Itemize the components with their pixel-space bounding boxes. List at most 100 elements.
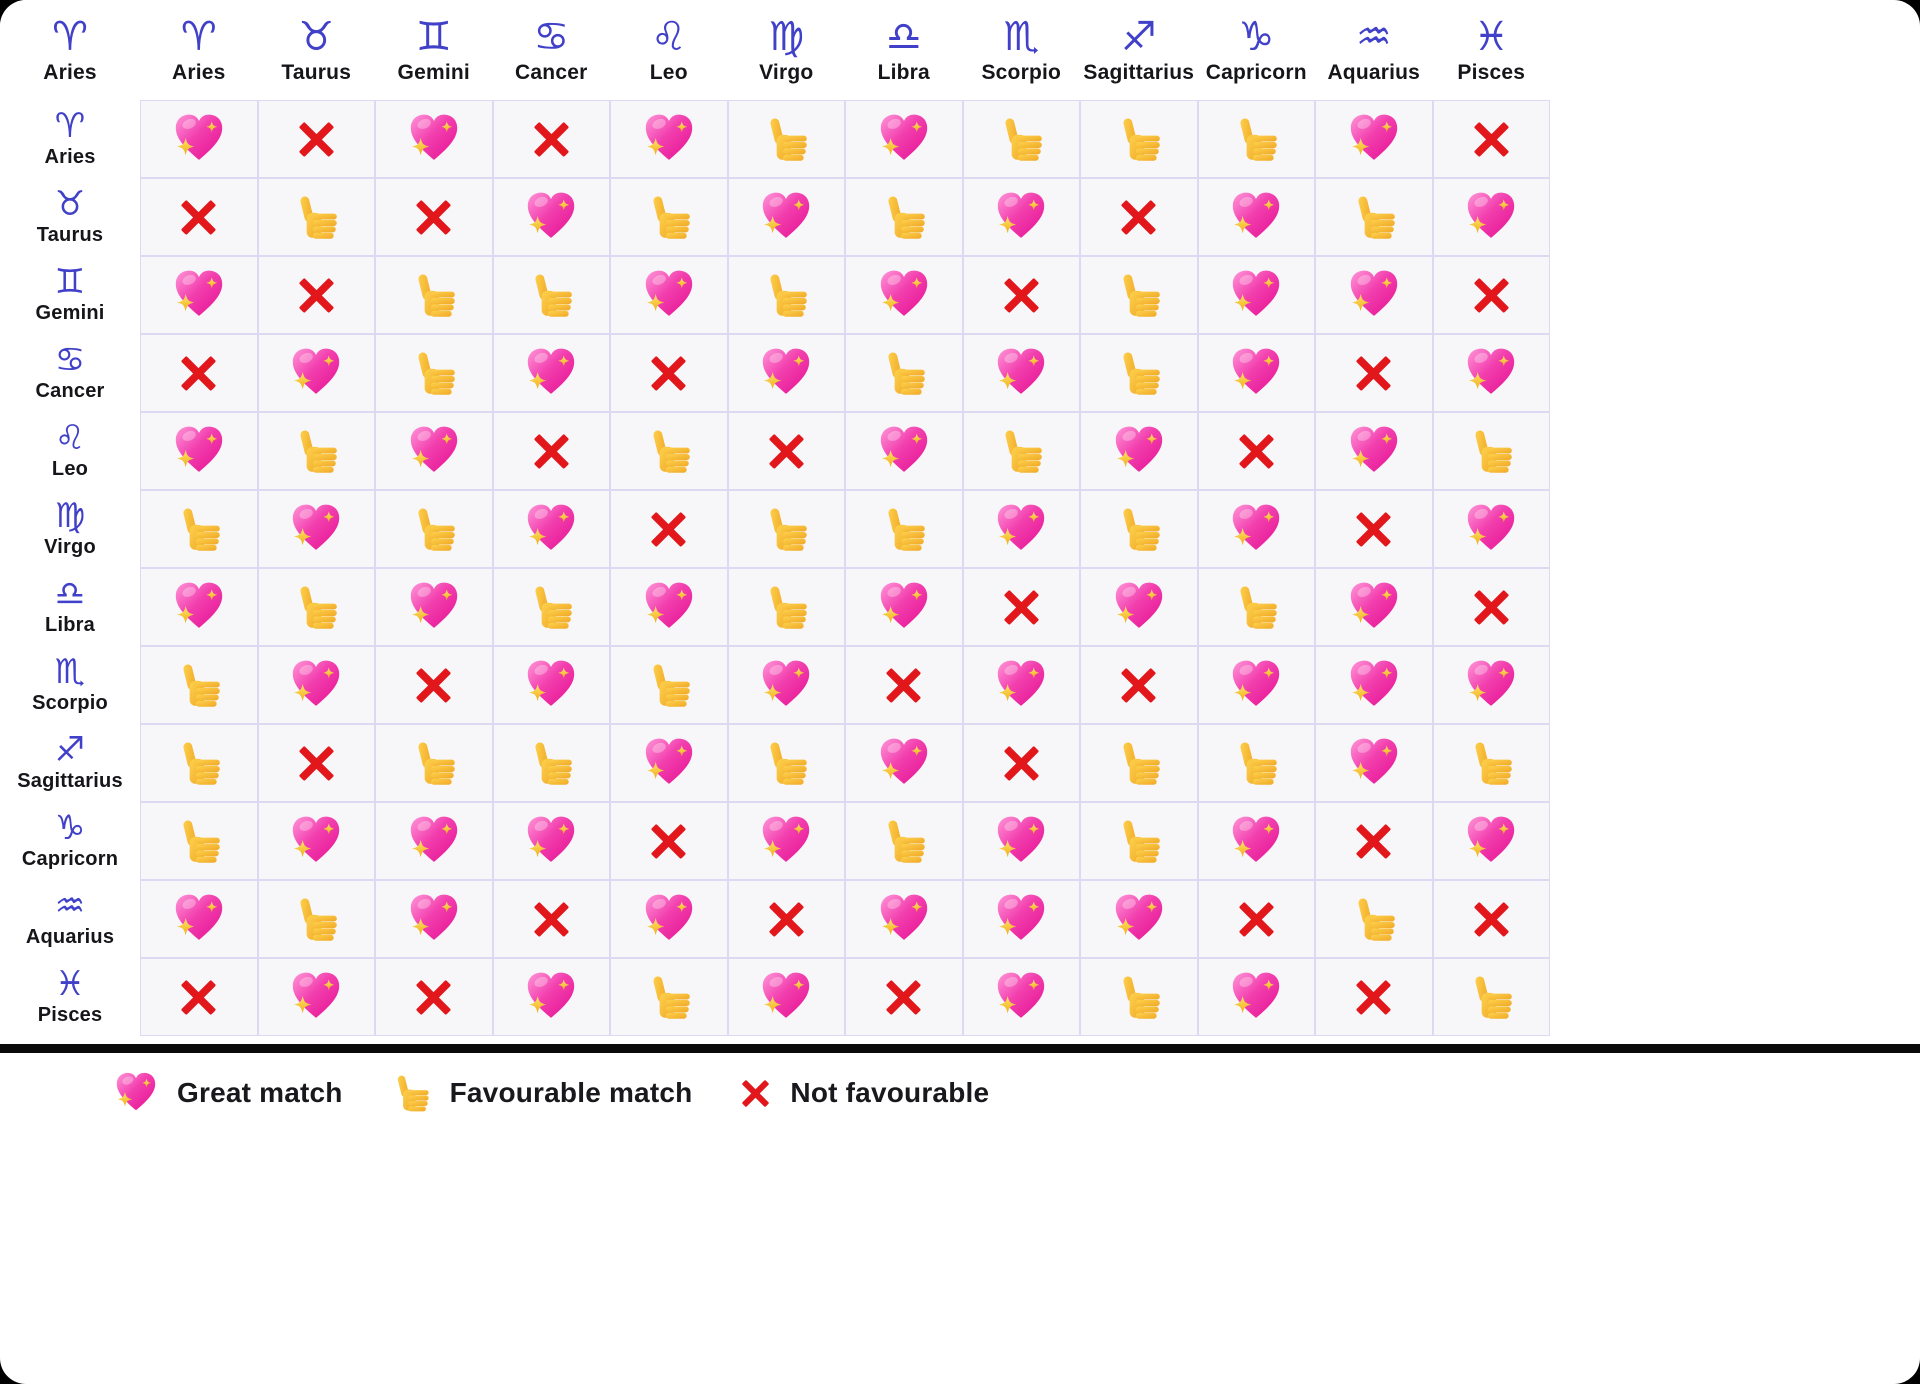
thumbs-up-icon <box>1113 347 1165 399</box>
cell-capricorn-pisces <box>1432 802 1550 880</box>
cell-gemini-libra <box>845 256 963 334</box>
sparkling-heart-icon <box>405 422 463 480</box>
thumbs-up-icon <box>643 425 695 477</box>
row-header-aquarius-label: Aquarius <box>25 925 115 948</box>
cell-taurus-virgo <box>727 178 845 256</box>
cell-pisces-cancer <box>492 958 610 1036</box>
cell-virgo-aries <box>140 490 258 568</box>
cell-leo-aquarius <box>1315 412 1433 490</box>
pisces-symbol-icon: ♓ <box>54 964 86 1005</box>
cell-virgo-taurus <box>257 490 375 568</box>
cell-scorpio-taurus <box>257 646 375 724</box>
cell-aquarius-virgo <box>727 880 845 958</box>
cell-sagittarius-gemini <box>375 724 493 802</box>
row-header-leo-label: Leo <box>51 457 89 480</box>
thumbs-up-icon <box>760 581 812 633</box>
cross-mark-icon <box>176 195 221 240</box>
cell-gemini-leo <box>610 256 728 334</box>
cell-taurus-sagittarius <box>1080 178 1198 256</box>
aquarius-symbol-icon: ♒ <box>54 886 86 927</box>
sparkling-heart-icon <box>640 890 698 948</box>
col-header-aquarius: ♒ Aquarius <box>1315 0 1433 100</box>
scorpio-symbol-icon: ♏ <box>1003 13 1040 60</box>
cell-cancer-aquarius <box>1315 334 1433 412</box>
cell-taurus-leo <box>610 178 728 256</box>
cell-libra-aries <box>140 568 258 646</box>
taurus-symbol-icon: ♉ <box>298 13 335 60</box>
cell-leo-leo <box>610 412 728 490</box>
cell-capricorn-aquarius <box>1315 802 1433 880</box>
col-header-virgo: ♍ Virgo <box>727 0 845 100</box>
sparkling-heart-icon <box>1345 734 1403 792</box>
cross-mark-icon <box>1469 273 1514 318</box>
divider-bar <box>0 1044 1920 1053</box>
thumbs-up-icon <box>1465 737 1517 789</box>
cell-taurus-gemini <box>375 178 493 256</box>
cross-mark-icon <box>1469 585 1514 630</box>
cell-cancer-libra <box>845 334 963 412</box>
leo-symbol-icon: ♌ <box>650 13 687 60</box>
cell-scorpio-aquarius <box>1315 646 1433 724</box>
sparkling-heart-icon <box>170 578 228 636</box>
thumbs-up-icon <box>1113 503 1165 555</box>
cell-gemini-taurus <box>257 256 375 334</box>
thumbs-up-icon <box>290 581 342 633</box>
cell-capricorn-libra <box>845 802 963 880</box>
cell-aquarius-scorpio <box>962 880 1080 958</box>
cell-capricorn-virgo <box>727 802 845 880</box>
cell-leo-scorpio <box>962 412 1080 490</box>
sparkling-heart-icon <box>522 500 580 558</box>
thumbs-up-icon <box>760 737 812 789</box>
sparkling-heart-icon <box>287 344 345 402</box>
cell-cancer-sagittarius <box>1080 334 1198 412</box>
cell-libra-capricorn <box>1197 568 1315 646</box>
cell-virgo-cancer <box>492 490 610 568</box>
capricorn-symbol-icon: ♑ <box>1238 13 1275 60</box>
thumbs-up-icon <box>173 815 225 867</box>
cell-scorpio-gemini <box>375 646 493 724</box>
col-header-capricorn-label: Capricorn <box>1205 60 1307 84</box>
cell-pisces-leo <box>610 958 728 1036</box>
cell-aquarius-aries <box>140 880 258 958</box>
cell-scorpio-capricorn <box>1197 646 1315 724</box>
cell-capricorn-leo <box>610 802 728 880</box>
row-header-gemini: ♊ Gemini <box>0 256 140 334</box>
sparkling-heart-icon <box>1345 422 1403 480</box>
sparkling-heart-icon <box>1462 812 1520 870</box>
cell-aries-gemini <box>375 100 493 178</box>
cell-gemini-pisces <box>1432 256 1550 334</box>
sparkling-heart-icon <box>287 656 345 714</box>
sagittarius-symbol-icon: ♐ <box>54 730 86 771</box>
cross-mark-icon <box>646 351 691 396</box>
libra-symbol-icon: ♎ <box>885 13 922 60</box>
sparkling-heart-icon <box>1462 656 1520 714</box>
sparkling-heart-icon <box>1462 344 1520 402</box>
thumbs-up-icon <box>408 737 460 789</box>
legend: Great match Favourable match Not favourabl… <box>0 1053 1920 1133</box>
cell-aquarius-sagittarius <box>1080 880 1198 958</box>
row-header-scorpio: ♏ Scorpio <box>0 646 140 724</box>
legend-label: Great match <box>177 1077 343 1108</box>
cell-aries-aries <box>140 100 258 178</box>
cell-cancer-aries <box>140 334 258 412</box>
cell-aquarius-cancer <box>492 880 610 958</box>
thumbs-up-icon <box>1113 737 1165 789</box>
cell-scorpio-sagittarius <box>1080 646 1198 724</box>
col-header-cancer-label: Cancer <box>515 60 588 84</box>
thumbs-up-icon <box>760 503 812 555</box>
cell-gemini-aries <box>140 256 258 334</box>
sparkling-heart-icon <box>875 422 933 480</box>
sparkling-heart-icon <box>1110 578 1168 636</box>
cell-taurus-aries <box>140 178 258 256</box>
cell-gemini-scorpio <box>962 256 1080 334</box>
col-header-gemini-label: Gemini <box>397 60 470 84</box>
row-header-gemini-label: Gemini <box>35 301 105 324</box>
thumbs-up-icon <box>290 425 342 477</box>
sagittarius-symbol-icon: ♐ <box>1120 13 1157 60</box>
cross-mark-icon <box>294 117 339 162</box>
cross-mark-icon <box>1469 897 1514 942</box>
cell-virgo-leo <box>610 490 728 568</box>
row-header-capricorn-label: Capricorn <box>21 847 119 870</box>
cross-mark-icon <box>411 195 456 240</box>
thumbs-up-icon <box>1230 113 1282 165</box>
